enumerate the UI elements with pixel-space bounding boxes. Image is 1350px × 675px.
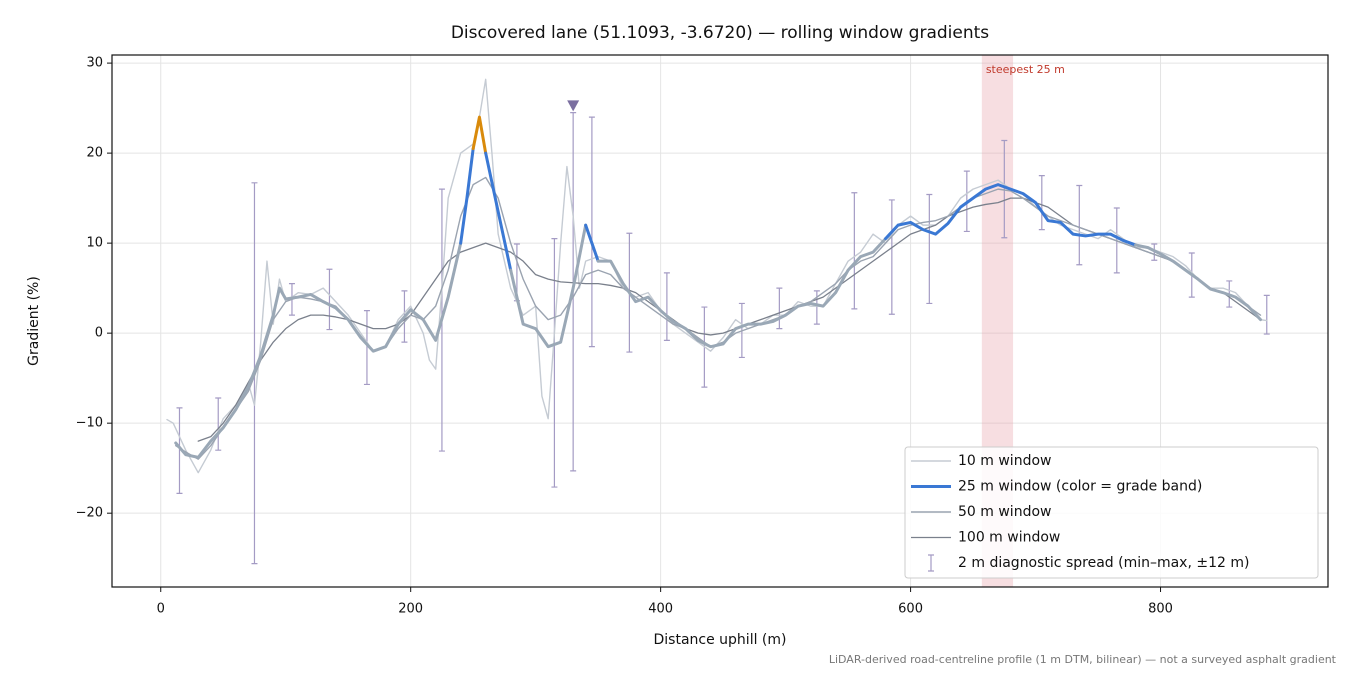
x-tick-label: 0 — [157, 602, 165, 617]
error-bar — [776, 287, 783, 330]
y-tick-label: 30 — [86, 56, 103, 71]
error-bar — [851, 192, 858, 310]
x-tick-label: 600 — [898, 602, 923, 617]
series-line — [174, 241, 463, 459]
legend-label: 25 m window (color = grade band) — [958, 479, 1202, 495]
error-bar — [176, 407, 183, 494]
error-bar — [1263, 294, 1270, 335]
series-line — [884, 183, 1138, 247]
error-bar — [888, 199, 895, 315]
series-line — [166, 78, 1268, 474]
legend-label: 50 m window — [958, 504, 1051, 520]
x-tick-label: 800 — [1148, 602, 1173, 617]
x-tick-label: 400 — [648, 602, 673, 617]
legend-label: 100 m window — [958, 530, 1060, 546]
y-tick-label: 0 — [95, 326, 103, 341]
legend-label: 2 m diagnostic spread (min–max, ±12 m) — [958, 555, 1249, 571]
series-line — [471, 115, 488, 155]
error-bar — [326, 268, 333, 331]
plot-frame — [111, 54, 1329, 588]
error-bar — [588, 116, 595, 348]
y-tick-label: −20 — [76, 506, 103, 521]
series-line — [175, 176, 1262, 460]
legend-label: 10 m window — [958, 453, 1051, 469]
y-tick-label: −10 — [76, 416, 103, 431]
error-bar — [1038, 175, 1045, 231]
x-axis-label: Distance uphill (m) — [654, 632, 787, 648]
chart-title: Discovered lane (51.1093, -3.6720) — rol… — [451, 23, 989, 43]
error-bar — [926, 193, 933, 305]
footnote: LiDAR-derived road-centreline profile (1… — [829, 653, 1337, 666]
y-tick-label: 20 — [86, 146, 103, 161]
x-tick-label: 200 — [398, 602, 423, 617]
series-line — [484, 151, 513, 272]
error-bar — [1001, 139, 1008, 239]
legend-swatch — [928, 554, 934, 572]
span-label: steepest 25 m — [986, 63, 1065, 76]
series-line — [1134, 243, 1263, 322]
y-axis-label: Gradient (%) — [26, 276, 42, 366]
error-bar — [215, 397, 222, 451]
series-line — [584, 223, 600, 263]
series-line — [596, 237, 888, 349]
error-bar — [1076, 184, 1083, 266]
error-bar — [363, 310, 370, 386]
series-line — [459, 147, 475, 245]
peak-marker — [567, 100, 580, 112]
y-tick-label: 10 — [86, 236, 103, 251]
legend-box — [904, 446, 1319, 579]
error-bar — [663, 272, 670, 341]
series-line — [509, 223, 588, 349]
